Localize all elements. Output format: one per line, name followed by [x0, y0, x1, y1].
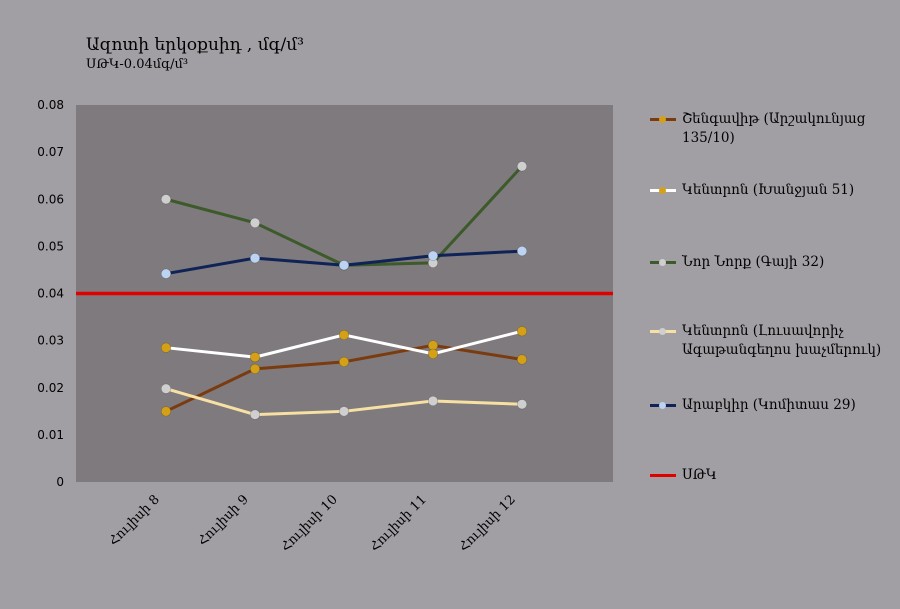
y-tick-label: 0.08: [37, 98, 64, 112]
legend-label: Կենտրոն (Լուսավորիչ Ագաթանգեղոս խաչմերու…: [682, 323, 882, 358]
legend-item: ՍԹԿ: [650, 466, 890, 485]
legend-item: Կենտրոն (Լուսավորիչ Ագաթանգեղոս խաչմերու…: [650, 322, 890, 360]
x-tick-label: Հուլիսի 11: [367, 492, 430, 555]
legend-label: Շենգավիթ (Արշակունյաց 135/10): [682, 111, 866, 146]
x-tick-label: Հուլիսի 10: [278, 492, 341, 555]
legend-item: Շենգավիթ (Արշակունյաց 135/10): [650, 110, 890, 148]
legend-item: Կենտրոն (Խանջյան 51): [650, 181, 890, 200]
series-3-point: [516, 399, 528, 410]
legend-item: Արաբկիր (Կոմիտաս 29): [650, 396, 890, 415]
series-1-point: [160, 342, 172, 353]
legend-marker: [659, 402, 666, 409]
series-0-point: [516, 354, 528, 365]
legend-item: Նոր Նորք (Գայի 32): [650, 253, 890, 272]
y-tick-label: 0.01: [37, 428, 64, 442]
series-1-point: [427, 348, 439, 359]
series-1-point: [338, 329, 350, 341]
series-0-point: [160, 406, 172, 417]
legend-marker: [659, 259, 666, 266]
series-4-point: [338, 260, 350, 271]
y-tick-label: 0.07: [37, 145, 64, 159]
chart-subtitle: ՍԹԿ-0.04մգ/մ³: [86, 57, 189, 72]
series-3-point: [249, 409, 261, 420]
legend-swatch: [650, 474, 676, 477]
series-0-point: [338, 356, 350, 367]
series-1-point: [249, 352, 261, 363]
y-tick-label: 0.02: [37, 381, 64, 395]
legend-label: Կենտրոն (Խանջյան 51): [682, 182, 855, 198]
x-tick-label: Հուլիսի 9: [195, 492, 252, 549]
series-0-point: [249, 363, 261, 375]
series-3-point: [427, 395, 439, 407]
series-4-point: [516, 245, 528, 257]
legend-label: Նոր Նորք (Գայի 32): [682, 254, 825, 270]
y-tick-label: 0.03: [37, 334, 64, 348]
legend-marker: [659, 116, 666, 123]
series-0-point: [427, 340, 439, 351]
y-tick-label: 0.05: [37, 239, 64, 253]
legend-marker: [659, 187, 666, 194]
y-tick-label: 0.06: [37, 192, 64, 206]
series-3-point: [338, 406, 350, 417]
y-tick-label: 0.04: [37, 287, 64, 301]
legend-marker: [659, 328, 666, 335]
legend-label: Արաբկիր (Կոմիտաս 29): [682, 397, 856, 413]
series-2-point: [160, 194, 172, 205]
series-2-point: [249, 217, 261, 228]
series-4-point: [249, 253, 261, 264]
series-1-point: [516, 326, 528, 337]
series-4-point: [160, 268, 172, 279]
x-tick-label: Հուլիսի 8: [106, 492, 163, 549]
series-2-point: [516, 161, 528, 172]
chart-title: Ազոտի երկօքսիդ , մգ/մ³: [86, 35, 304, 55]
x-tick-label: Հուլիսի 12: [456, 492, 519, 555]
legend-label: ՍԹԿ: [682, 467, 717, 483]
y-tick-label: 0: [56, 475, 64, 489]
series-3-point: [160, 383, 172, 394]
series-4-point: [427, 250, 439, 261]
